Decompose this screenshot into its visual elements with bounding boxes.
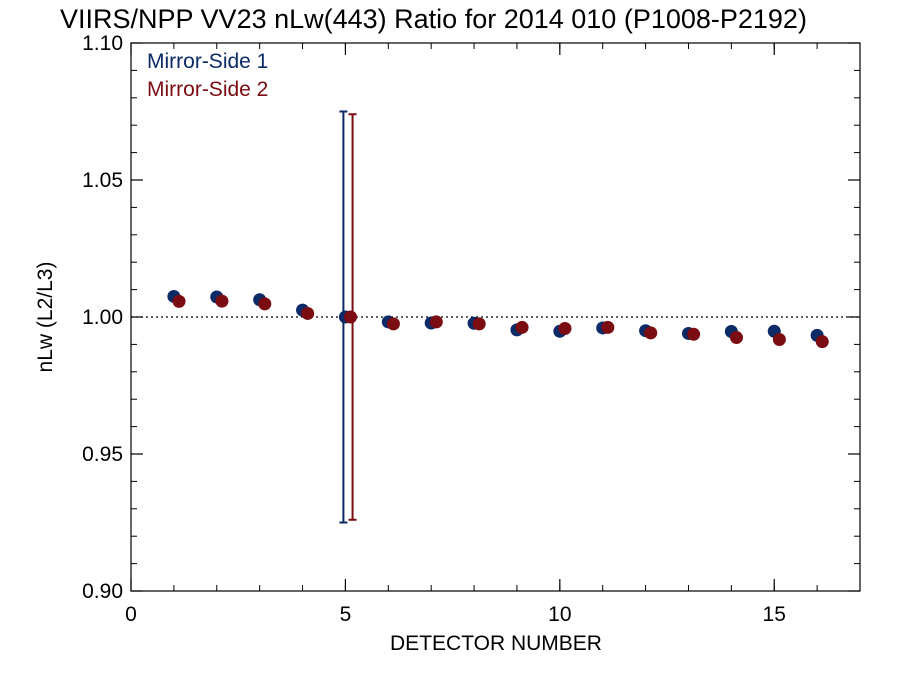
chart-title: VIIRS/NPP VV23 nLw(443) Ratio for 2014 0… (60, 4, 807, 34)
x-tick-label: 5 (340, 603, 352, 626)
y-tick-label: 1.10 (82, 32, 123, 55)
data-point (472, 317, 486, 331)
x-tick-label: 10 (548, 603, 571, 626)
data-point (687, 327, 701, 341)
y-tick-label: 0.95 (82, 443, 123, 466)
y-tick-label: 1.05 (82, 169, 123, 192)
x-axis-label: DETECTOR NUMBER (390, 632, 602, 655)
data-point (772, 332, 786, 346)
x-tick-label: 0 (125, 603, 137, 626)
data-point (729, 331, 743, 345)
axis-ticks (130, 42, 861, 592)
legend: Mirror-Side 1 Mirror-Side 2 (147, 50, 268, 101)
legend-entry-mirror-side-2: Mirror-Side 2 (147, 78, 268, 101)
data-points (167, 289, 829, 349)
plot-frame (130, 42, 861, 592)
data-point (601, 320, 615, 334)
data-point (258, 297, 272, 311)
data-point (386, 317, 400, 331)
y-axis-label: nLw (L2/L3) (34, 262, 57, 373)
y-tick-label: 1.00 (82, 306, 123, 329)
data-point (558, 322, 572, 336)
data-point (815, 335, 829, 349)
data-point (172, 294, 186, 308)
tick-labels: 0 5 10 15 0.90 0.95 1.00 1.05 1.10 (82, 32, 786, 626)
data-point (515, 320, 529, 334)
data-point (215, 294, 229, 308)
data-point (344, 310, 358, 324)
y-tick-label: 0.90 (82, 580, 123, 603)
data-point (644, 326, 658, 340)
data-point (429, 315, 443, 329)
data-point (301, 306, 315, 320)
x-tick-label: 15 (763, 603, 786, 626)
legend-entry-mirror-side-1: Mirror-Side 1 (147, 50, 268, 73)
